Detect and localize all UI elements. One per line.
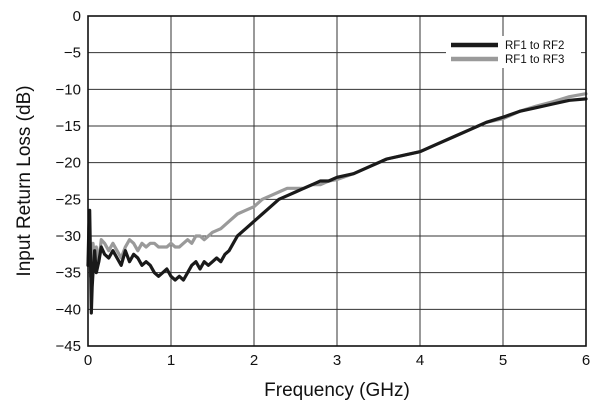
legend-box (446, 36, 581, 68)
y-tick-label: −5 (64, 45, 81, 62)
y-tick-label: −10 (56, 81, 81, 98)
legend: RF1 to RF2 RF1 to RF3 (446, 36, 581, 68)
y-tick-label: −40 (56, 301, 81, 318)
x-tick-label: 2 (250, 352, 258, 369)
series-line-rf1-to-rf2 (86, 97, 588, 315)
plot-frame (87, 15, 587, 347)
y-tick-label: −45 (56, 338, 81, 355)
x-tick-labels: 0 1 2 3 4 5 6 (84, 352, 590, 369)
y-tick-label: −20 (56, 155, 81, 172)
x-tick-label: 0 (84, 352, 92, 369)
x-tick-label: 4 (416, 352, 424, 369)
y-tick-label: −15 (56, 118, 81, 135)
x-tick-label: 3 (333, 352, 341, 369)
series-lines (86, 92, 588, 315)
legend-label-rf3: RF1 to RF3 (505, 54, 564, 66)
x-tick-label: 6 (582, 352, 590, 369)
x-tick-label: 5 (499, 352, 507, 369)
x-tick-label: 1 (167, 352, 175, 369)
y-tick-label: 0 (73, 8, 81, 25)
y-tick-label: −30 (56, 228, 81, 245)
legend-label-rf2: RF1 to RF2 (505, 40, 564, 52)
grid-lines (88, 16, 586, 346)
y-axis-label: Input Return Loss (dB) (14, 85, 35, 276)
x-axis-label: Frequency (GHz) (264, 380, 410, 401)
y-tick-labels: 0 −5 −10 −15 −20 −25 −30 −35 −40 −45 (56, 8, 81, 355)
y-tick-label: −35 (56, 265, 81, 282)
y-tick-label: −25 (56, 191, 81, 208)
